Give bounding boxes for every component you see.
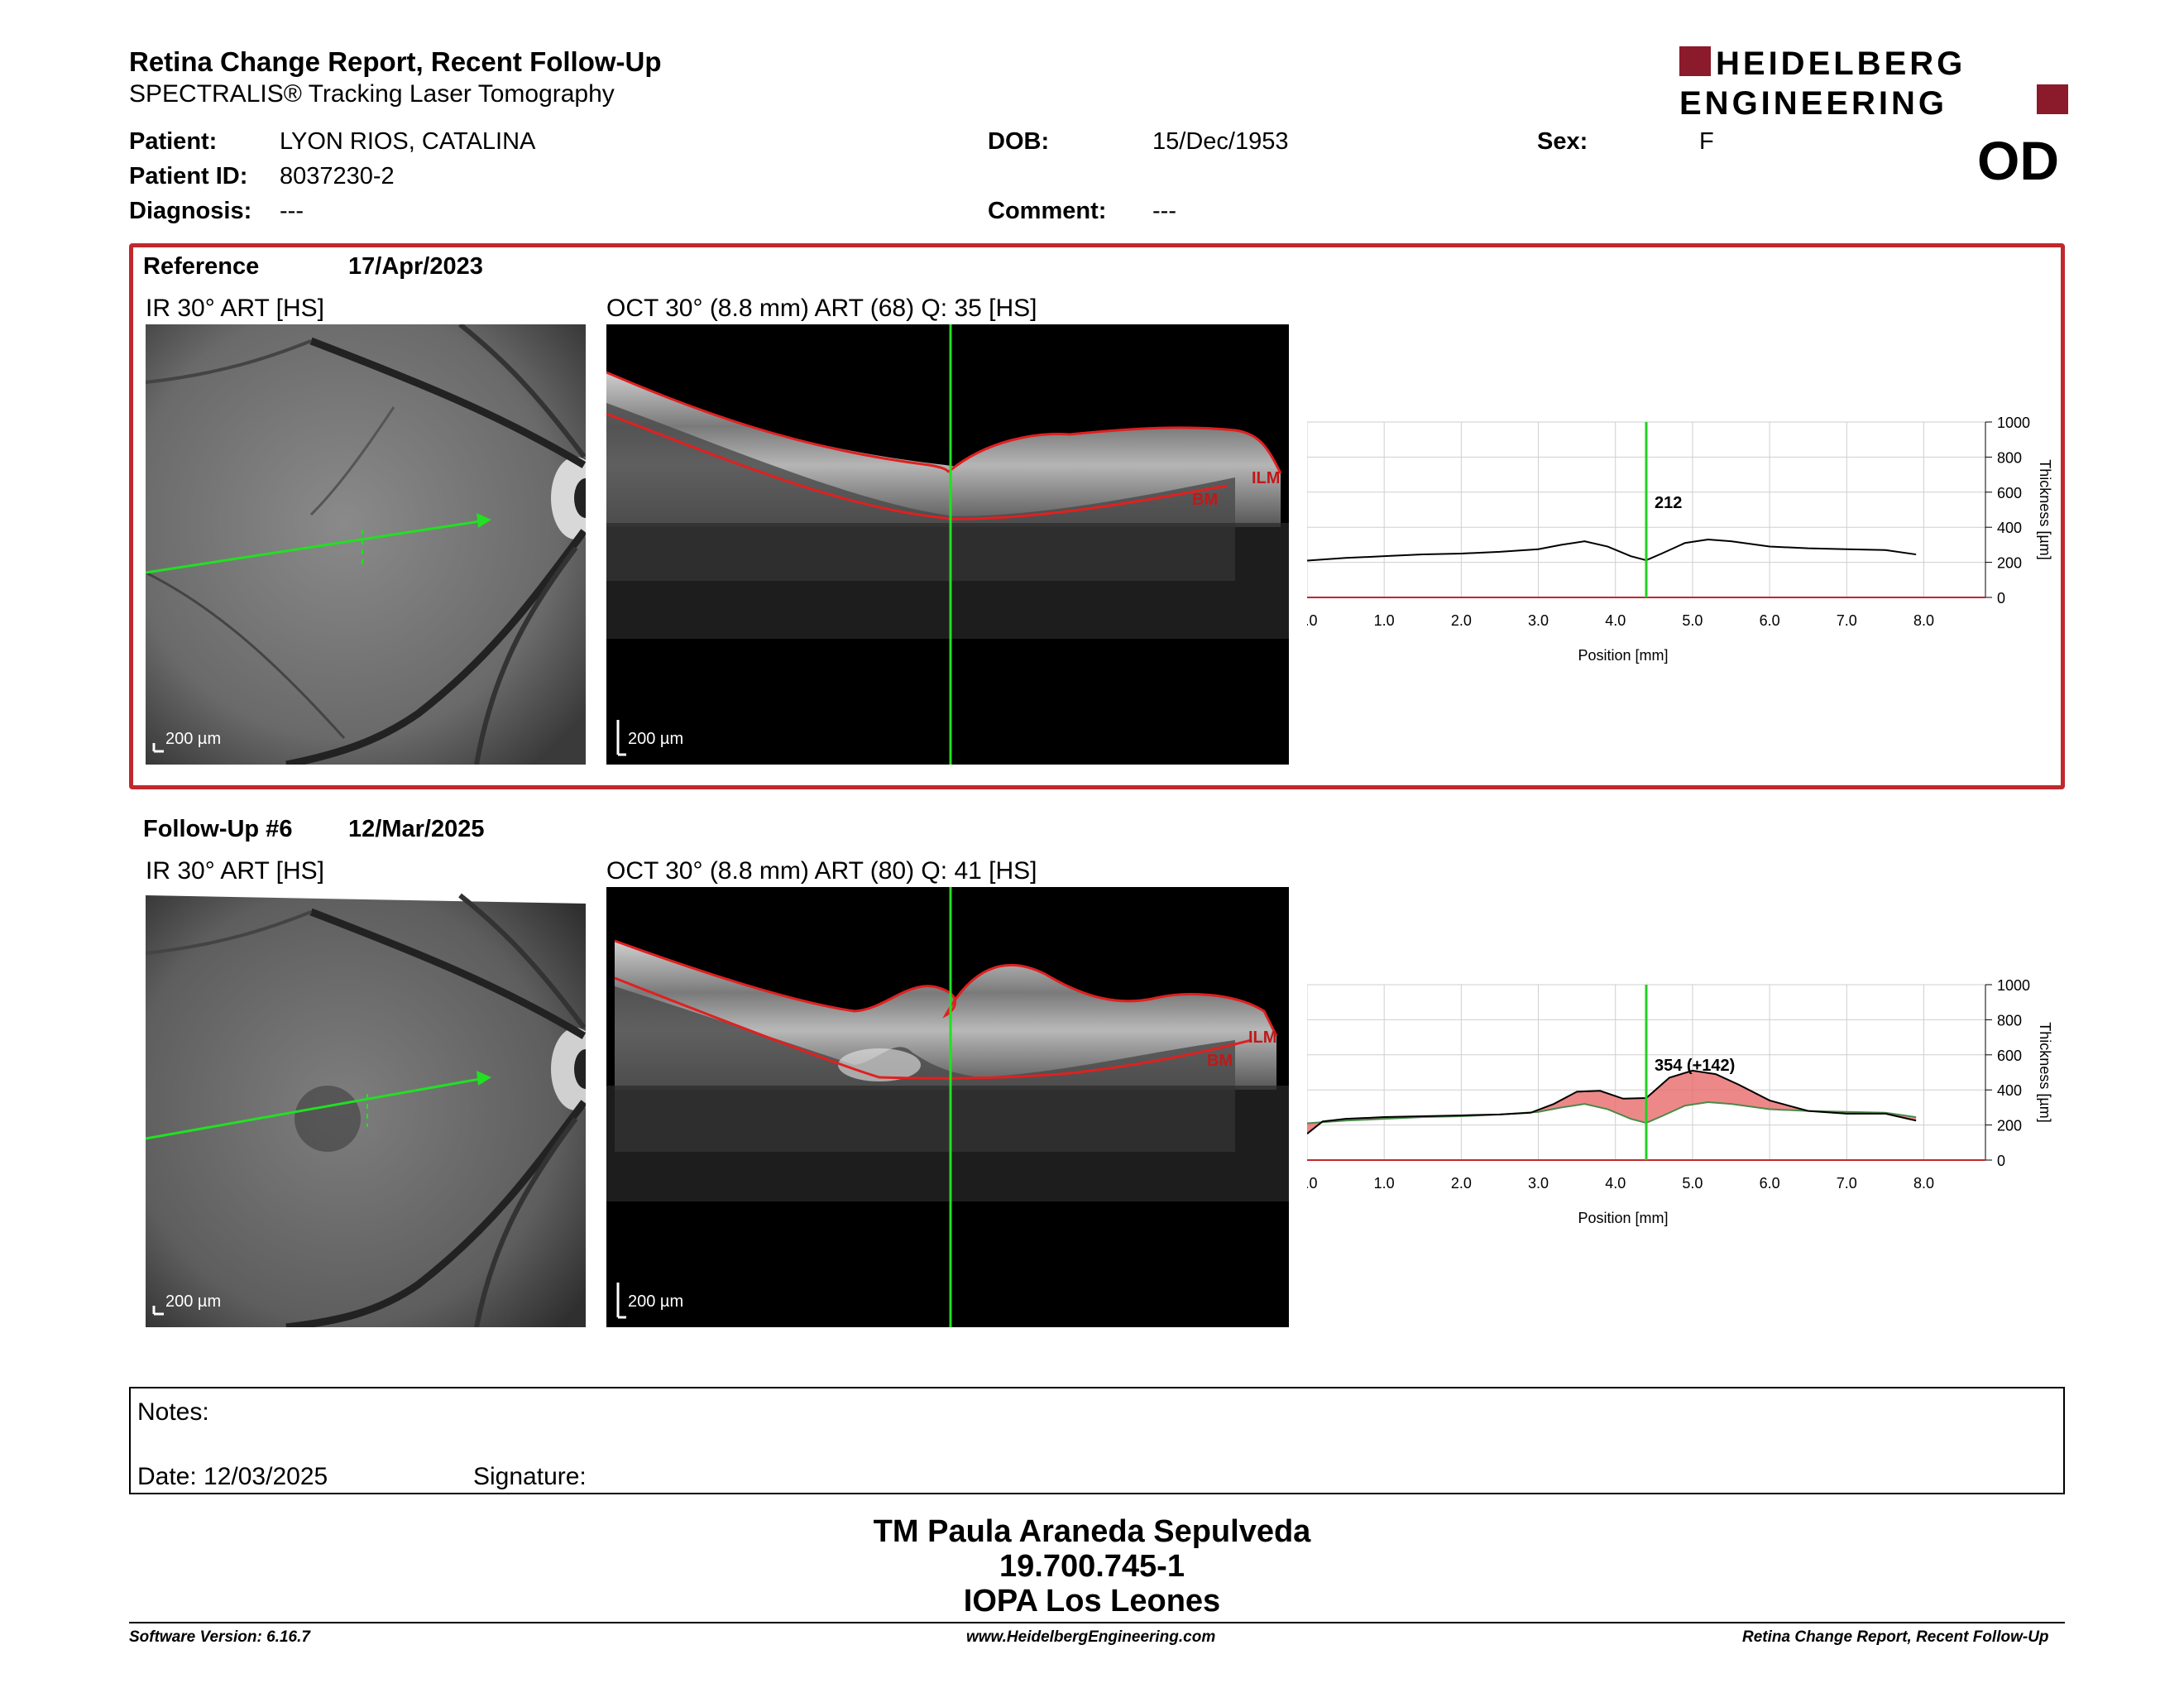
chart0-y-tick-label: 600 bbox=[1997, 485, 2022, 501]
svg-text:ILM: ILM bbox=[1252, 469, 1280, 487]
operator-site: IOPA Los Leones bbox=[963, 1584, 1221, 1618]
chart0-x-tick-label: 5.0 bbox=[1682, 612, 1703, 629]
chart0-x-tick-label: 0.0 bbox=[1307, 612, 1318, 629]
svg-text:ENGINEERING: ENGINEERING bbox=[1679, 85, 1947, 119]
sex-label: Sex: bbox=[1537, 128, 1588, 155]
followup-ir-image: 200 µm bbox=[146, 887, 586, 1327]
chart0-x-tick-label: 8.0 bbox=[1913, 612, 1934, 629]
svg-text:ILM: ILM bbox=[1248, 1029, 1276, 1047]
website-link[interactable]: www.HeidelbergEngineering.com bbox=[966, 1628, 1216, 1646]
svg-text:HEIDELBERG: HEIDELBERG bbox=[1716, 46, 1966, 82]
followup-ir-scale: 200 µm bbox=[165, 1292, 222, 1311]
chart1-y-tick-label: 600 bbox=[1997, 1048, 2022, 1064]
chart0-x-tick-label: 1.0 bbox=[1374, 612, 1395, 629]
comment-value: --- bbox=[1152, 198, 1176, 224]
notes-label: Notes: bbox=[137, 1398, 209, 1426]
reference-date: 17/Apr/2023 bbox=[348, 253, 483, 280]
report-title: Retina Change Report, Recent Follow-Up bbox=[129, 46, 662, 77]
chart1-x-tick-label: 7.0 bbox=[1837, 1175, 1857, 1192]
chart1-x-tick-label: 4.0 bbox=[1605, 1175, 1626, 1192]
chart1-reference-line bbox=[1306, 1101, 1917, 1125]
operator-name: TM Paula Araneda Sepulveda bbox=[873, 1514, 1311, 1549]
reference-oct-scale: 200 µm bbox=[628, 730, 684, 748]
notes-box: Notes: Date: 12/03/2025 Signature: bbox=[129, 1387, 2065, 1494]
sex-value: F bbox=[1699, 128, 1714, 155]
diagnosis-label: Diagnosis: bbox=[129, 198, 252, 224]
chart1-change-area bbox=[1307, 1070, 1917, 1134]
notes-date: Date: 12/03/2025 bbox=[137, 1463, 328, 1490]
chart1-x-tick-label: 0.0 bbox=[1307, 1175, 1318, 1192]
chart1-x-tick-label: 6.0 bbox=[1760, 1175, 1780, 1192]
followup-ir-label: IR 30° ART [HS] bbox=[146, 857, 324, 885]
heidelberg-logo: HEIDELBERG ENGINEERING bbox=[1679, 43, 2068, 122]
svg-text:BM: BM bbox=[1192, 491, 1218, 509]
footer-report-name: Retina Change Report, Recent Follow-Up bbox=[1742, 1628, 2049, 1646]
followup-oct-label: OCT 30° (8.8 mm) ART (80) Q: 41 [HS] bbox=[606, 857, 1037, 885]
patient-id: 8037230-2 bbox=[280, 163, 395, 189]
chart1-x-axis-label: Position [mm] bbox=[1578, 1210, 1669, 1226]
chart1-y-tick-label: 800 bbox=[1997, 1012, 2022, 1029]
chart1-y-tick-label: 400 bbox=[1997, 1082, 2022, 1099]
chart0-x-tick-label: 2.0 bbox=[1451, 612, 1472, 629]
followup-date: 12/Mar/2025 bbox=[348, 816, 485, 842]
operator-id: 19.700.745-1 bbox=[999, 1549, 1185, 1584]
chart1-x-tick-label: 5.0 bbox=[1682, 1175, 1703, 1192]
chart0-y-tick-label: 0 bbox=[1997, 590, 2005, 607]
chart1-y-tick-label: 0 bbox=[1997, 1153, 2005, 1169]
comment-label: Comment: bbox=[988, 198, 1107, 224]
chart0-x-tick-label: 6.0 bbox=[1760, 612, 1780, 629]
followup-thickness-chart: 0 200 400 600 800 1000 0.0 1.0 2.0 3.0 4.0 5.0 6.0 7.… bbox=[1296, 973, 2068, 1246]
chart1-y-tick-label: 1000 bbox=[1997, 977, 2030, 994]
chart0-y-tick-label: 400 bbox=[1997, 520, 2022, 536]
dob-value: 15/Dec/1953 bbox=[1152, 128, 1289, 155]
patient-name-label: Patient: bbox=[129, 128, 218, 155]
reference-ir-image: 200 µm bbox=[146, 324, 586, 765]
chart0-x-tick-label: 3.0 bbox=[1528, 612, 1549, 629]
chart0-x-tick-label: 4.0 bbox=[1605, 612, 1626, 629]
chart0-cursor-value: 212 bbox=[1655, 494, 1682, 512]
chart0-x-tick-label: 7.0 bbox=[1837, 612, 1857, 629]
chart1-cursor-value: 354 (+142) bbox=[1655, 1057, 1735, 1075]
patient-name: LYON RIOS, CATALINA bbox=[280, 128, 536, 155]
reference-ir-scale: 200 µm bbox=[165, 730, 222, 748]
reference-thickness-chart: 0 200 400 600 800 1000 0.0 1.0 2.0 3.0 4.0 5.0 6.0 7.… bbox=[1296, 410, 2068, 683]
chart0-y-tick-label: 800 bbox=[1997, 449, 2022, 466]
reference-oct-image: ILM BM 200 µm bbox=[606, 324, 1289, 765]
reference-frame bbox=[129, 243, 2065, 789]
chart1-y-axis-label: Thickness [µm] bbox=[2037, 1022, 2053, 1122]
chart1-x-tick-label: 3.0 bbox=[1528, 1175, 1549, 1192]
chart1-x-tick-label: 1.0 bbox=[1374, 1175, 1395, 1192]
reference-oct-label: OCT 30° (8.8 mm) ART (68) Q: 35 [HS] bbox=[606, 295, 1037, 322]
chart0-x-axis-label: Position [mm] bbox=[1578, 647, 1669, 664]
followup-oct-scale: 200 µm bbox=[628, 1292, 684, 1311]
signature-label: Signature: bbox=[473, 1463, 587, 1490]
followup-label: Follow-Up #6 bbox=[143, 816, 293, 842]
chart1-x-tick-label: 8.0 bbox=[1913, 1175, 1934, 1192]
dob-label: DOB: bbox=[988, 128, 1050, 155]
report-subtitle: SPECTRALIS® Tracking Laser Tomography bbox=[129, 80, 615, 108]
followup-oct-image: ILM BM 200 µm bbox=[606, 887, 1289, 1327]
chart0-thickness-line bbox=[1306, 539, 1917, 562]
reference-label: Reference bbox=[143, 253, 260, 280]
patient-id-label: Patient ID: bbox=[129, 163, 248, 189]
chart0-y-tick-label: 1000 bbox=[1997, 415, 2030, 431]
chart1-x-tick-label: 2.0 bbox=[1451, 1175, 1472, 1192]
eye-indicator: OD bbox=[1977, 130, 2059, 191]
reference-ir-label: IR 30° ART [HS] bbox=[146, 295, 324, 322]
chart1-y-tick-label: 200 bbox=[1997, 1118, 2022, 1134]
software-version: Software Version: 6.16.7 bbox=[129, 1628, 310, 1646]
chart1-followup-line bbox=[1306, 1069, 1917, 1134]
chart0-y-axis-label: Thickness [µm] bbox=[2037, 459, 2053, 559]
footer-rule bbox=[129, 1622, 2065, 1623]
svg-text:BM: BM bbox=[1207, 1052, 1233, 1070]
chart0-y-tick-label: 200 bbox=[1997, 555, 2022, 572]
diagnosis-value: --- bbox=[280, 198, 304, 224]
